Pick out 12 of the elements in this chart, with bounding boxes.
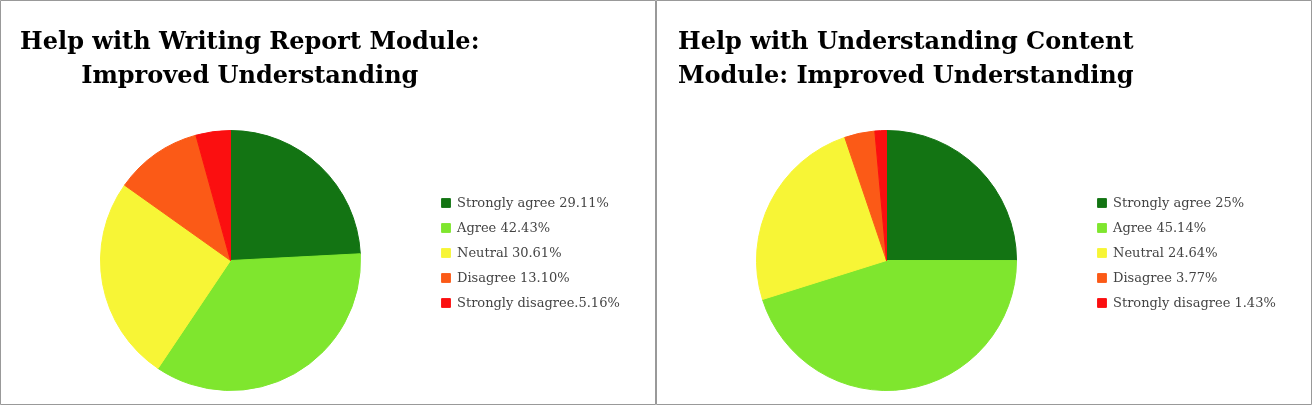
legend-label: Disagree 13.10%: [457, 270, 570, 285]
legend-label: Disagree 3.77%: [1113, 270, 1218, 285]
legend-label: Agree 42.43%: [457, 220, 551, 235]
chart-title: Help with Understanding Content Module: Improved Understanding: [677, 26, 1134, 89]
legend-label: Agree 45.14%: [1113, 220, 1207, 235]
legend-label: Strongly disagree 1.43%: [1113, 295, 1276, 310]
chart-title: Help with Writing Report Module: Improved Understanding: [20, 26, 480, 89]
legend-label: Strongly agree 29.11%: [457, 195, 609, 210]
legend-label: Strongly agree 25%: [1113, 195, 1245, 210]
legend-label: Strongly disagree.5.16%: [457, 295, 620, 310]
legend-label: Neutral 24.64%: [1113, 245, 1218, 260]
legend-label: Neutral 30.61%: [457, 245, 562, 260]
